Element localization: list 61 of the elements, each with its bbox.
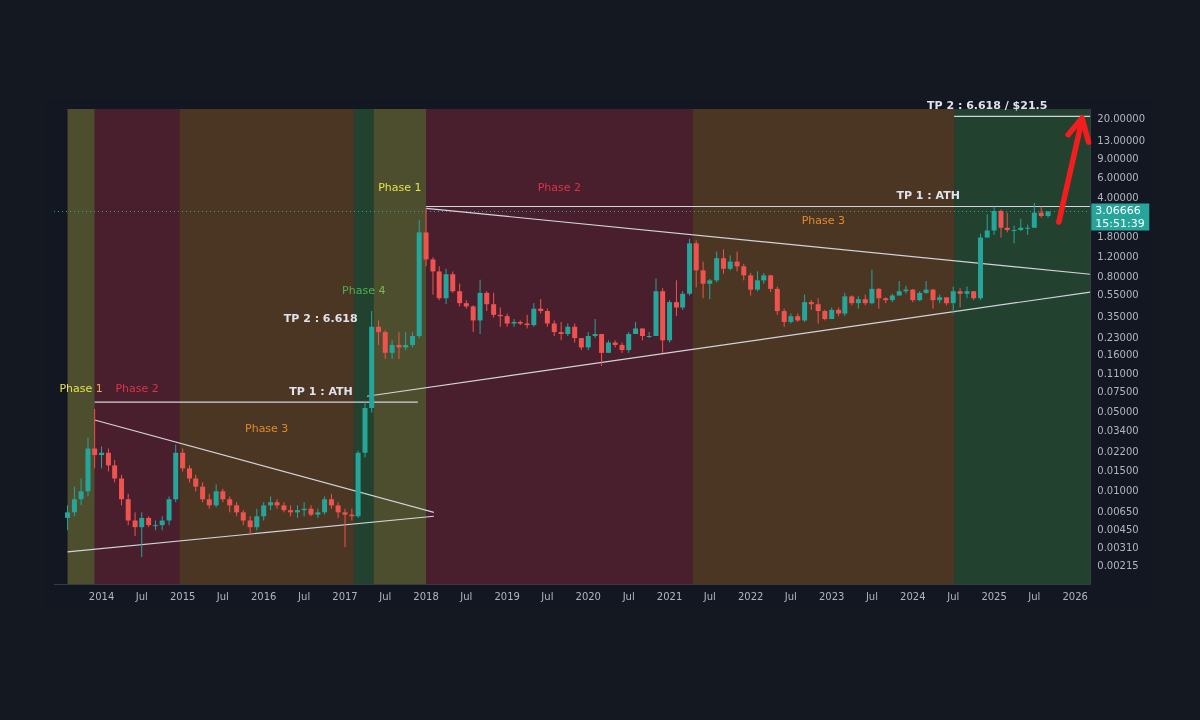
x-tick-label: 2017 [332, 590, 358, 602]
x-tick-label: 2019 [494, 590, 520, 602]
band-label: Phase 3 [801, 213, 846, 227]
y-tick-label: 0.80000 [1097, 270, 1139, 282]
x-tick-label: 2026 [1062, 590, 1088, 602]
band-label: Phase 1 [378, 181, 422, 195]
annotation: TP 1 : ATH [896, 188, 960, 202]
y-tick-label: 0.00310 [1097, 542, 1139, 554]
band-label: Phase 4 [342, 284, 386, 298]
x-tick-label: Jul [783, 590, 797, 602]
x-tick-label: Jul [378, 590, 392, 602]
y-tick-label: 0.55000 [1097, 289, 1139, 301]
y-tick-label: 0.23000 [1097, 331, 1139, 343]
x-tick-label: 2025 [981, 590, 1007, 602]
band-label: Phase 3 [245, 421, 289, 435]
x-tick-label: Jul [540, 590, 554, 602]
x-tick-label: 2014 [88, 590, 115, 602]
x-tick-label: Jul [459, 590, 473, 602]
y-tick-label: 0.11000 [1097, 367, 1139, 379]
x-tick-label: 2015 [169, 590, 196, 602]
annotation: TP 2 : 6.618 / $21.5 [927, 98, 1048, 112]
x-tick-label: Jul [1027, 590, 1041, 602]
annotation: TP 1 : ATH [289, 384, 353, 398]
y-tick-label: 0.35000 [1097, 311, 1139, 323]
y-tick-label: 1.80000 [1097, 231, 1139, 243]
x-tick-label: 2023 [818, 590, 845, 602]
x-tick-label: 2020 [575, 590, 601, 602]
band-label: Phase 2 [537, 181, 582, 195]
band-label: Phase 2 [115, 382, 159, 396]
x-tick-label: 2024 [900, 590, 926, 602]
ref-line-label: 3.06666 [1095, 204, 1141, 218]
x-tick-label: Jul [946, 590, 960, 602]
x-tick-label: 2022 [737, 590, 764, 602]
y-tick-label: 0.05000 [1097, 406, 1139, 418]
y-tick-label: 0.03400 [1097, 425, 1139, 437]
x-tick-label: 2018 [413, 590, 439, 602]
y-tick-label: 0.00450 [1097, 523, 1139, 535]
y-tick-label: 20.00000 [1097, 113, 1145, 125]
y-tick-label: 0.01000 [1097, 484, 1139, 496]
x-tick-label: Jul [864, 590, 878, 602]
y-tick-label: 9.00000 [1097, 152, 1139, 164]
x-tick-label: 2016 [250, 590, 277, 602]
y-tick-label: 0.07500 [1097, 386, 1139, 398]
x-tick-label: Jul [621, 590, 635, 602]
y-tick-label: 0.01500 [1097, 465, 1139, 477]
x-tick-label: 2021 [656, 590, 683, 602]
x-tick-label: Jul [134, 590, 148, 602]
y-tick-label: 0.00215 [1097, 560, 1139, 571]
y-tick-label: 13.00000 [1097, 134, 1145, 146]
y-tick-label: 4.00000 [1097, 192, 1139, 204]
band-label: Phase 1 [59, 382, 103, 396]
text: 15:51:39 [1095, 217, 1145, 231]
x-tick-label: Jul [702, 590, 716, 602]
y-tick-label: 0.00650 [1097, 505, 1139, 517]
y-tick-label: 1.20000 [1097, 250, 1139, 262]
y-tick-label: 0.02200 [1097, 446, 1139, 458]
annotation: TP 2 : 6.618 [283, 311, 358, 325]
x-tick-label: Jul [215, 590, 229, 602]
y-tick-label: 6.00000 [1097, 172, 1139, 184]
x-tick-label: Jul [297, 590, 311, 602]
y-tick-label: 0.16000 [1097, 349, 1139, 361]
